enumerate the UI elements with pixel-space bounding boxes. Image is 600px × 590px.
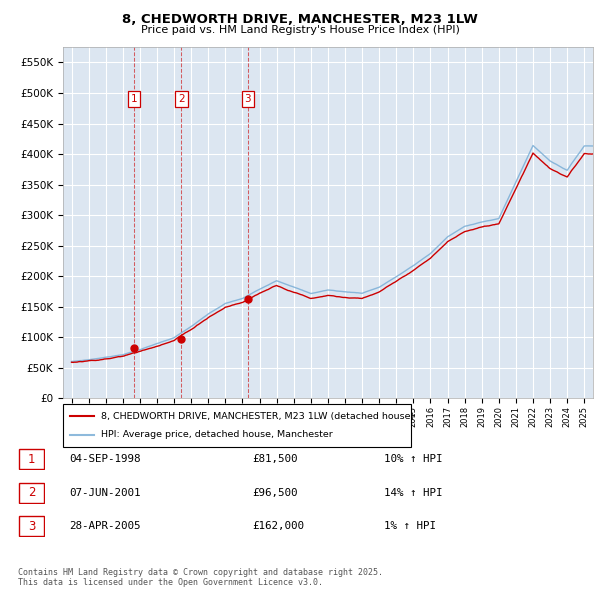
Text: £81,500: £81,500 <box>252 454 298 464</box>
Text: £162,000: £162,000 <box>252 522 304 531</box>
Text: HPI: Average price, detached house, Manchester: HPI: Average price, detached house, Manc… <box>101 430 333 439</box>
Text: 2: 2 <box>178 94 185 104</box>
Text: 3: 3 <box>245 94 251 104</box>
FancyBboxPatch shape <box>63 404 411 447</box>
Text: 07-JUN-2001: 07-JUN-2001 <box>69 488 140 497</box>
Text: 28-APR-2005: 28-APR-2005 <box>69 522 140 531</box>
Text: 1: 1 <box>28 453 35 466</box>
Text: £96,500: £96,500 <box>252 488 298 497</box>
FancyBboxPatch shape <box>19 516 44 536</box>
Text: 04-SEP-1998: 04-SEP-1998 <box>69 454 140 464</box>
Text: 2: 2 <box>28 486 35 499</box>
Text: 14% ↑ HPI: 14% ↑ HPI <box>384 488 443 497</box>
Text: 8, CHEDWORTH DRIVE, MANCHESTER, M23 1LW (detached house): 8, CHEDWORTH DRIVE, MANCHESTER, M23 1LW … <box>101 412 415 421</box>
Text: 10% ↑ HPI: 10% ↑ HPI <box>384 454 443 464</box>
Text: 1: 1 <box>131 94 137 104</box>
Text: 8, CHEDWORTH DRIVE, MANCHESTER, M23 1LW: 8, CHEDWORTH DRIVE, MANCHESTER, M23 1LW <box>122 13 478 26</box>
FancyBboxPatch shape <box>19 449 44 469</box>
Text: Price paid vs. HM Land Registry's House Price Index (HPI): Price paid vs. HM Land Registry's House … <box>140 25 460 35</box>
Text: 1% ↑ HPI: 1% ↑ HPI <box>384 522 436 531</box>
FancyBboxPatch shape <box>19 483 44 503</box>
Text: Contains HM Land Registry data © Crown copyright and database right 2025.
This d: Contains HM Land Registry data © Crown c… <box>18 568 383 587</box>
Text: 3: 3 <box>28 520 35 533</box>
